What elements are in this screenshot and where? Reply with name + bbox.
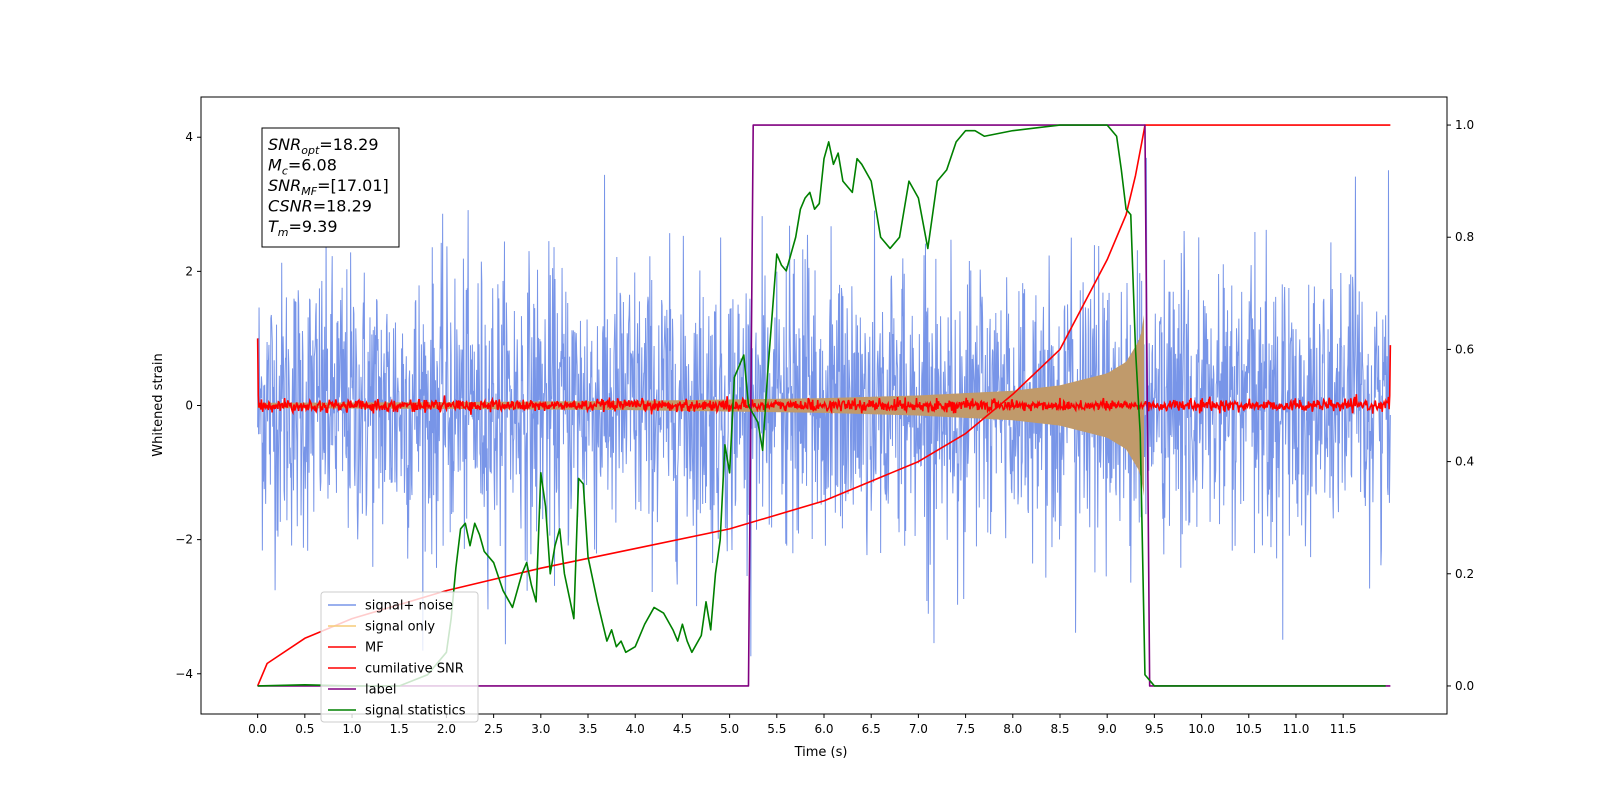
x-tick-label: 1.5	[390, 722, 409, 736]
y-right-tick-label: 0.8	[1455, 230, 1474, 244]
legend-label: label	[365, 683, 396, 698]
annotation-line: SNRopt=18.29	[268, 135, 379, 157]
annotation-box	[261, 127, 400, 248]
y-right-tick-label: 0.2	[1455, 567, 1474, 581]
x-tick-label: 5.0	[720, 722, 739, 736]
x-tick-label: 10.5	[1235, 722, 1262, 736]
y-left-tick-label: 2	[185, 264, 193, 278]
x-axis-label: Time (s)	[794, 745, 848, 760]
annotation-line: SNRMF=[17.01]	[268, 176, 389, 198]
annotation-line: CSNR=18.29	[268, 197, 372, 216]
signal-only-fill	[257, 314, 1144, 497]
legend-label: signal only	[365, 620, 435, 635]
y-right-tick-label: 0.6	[1455, 342, 1474, 356]
legend-label: signal+ noise	[365, 599, 453, 614]
x-tick-label: 8.0	[1003, 722, 1022, 736]
x-tick-label: 7.0	[909, 722, 928, 736]
x-tick-label: 4.5	[673, 722, 692, 736]
x-tick-label: 1.0	[342, 722, 361, 736]
signal-only-series	[257, 314, 1144, 497]
y-right-tick-label: 1.0	[1455, 118, 1474, 132]
legend-box	[320, 591, 479, 723]
x-tick-label: 0.0	[248, 722, 267, 736]
annotation-line: Tm=9.39	[268, 217, 338, 239]
x-tick-label: 3.0	[531, 722, 550, 736]
y-left-tick-label: −4	[175, 667, 193, 681]
mf-series	[256, 338, 1392, 416]
x-tick-label: 7.5	[956, 722, 975, 736]
stats-annotation: SNRopt=18.29Mc=6.08SNRMF=[17.01]CSNR=18.…	[261, 127, 400, 248]
legend-label: MF	[365, 641, 384, 656]
y-axis-right: 0.0 0.2 0.4 0.6 0.8 1.0	[1447, 118, 1474, 693]
x-tick-label: 6.5	[862, 722, 881, 736]
x-tick-label: 11.0	[1283, 722, 1310, 736]
y-left-tick-label: 4	[185, 130, 193, 144]
signal-statistics-line	[257, 124, 1386, 687]
x-tick-label: 9.5	[1145, 722, 1164, 736]
x-axis: 0.0 0.5 1.0 1.5 2.0 2.5 3.0 3.5 4.0 4.5 5.0 5.5 6.0 6…	[248, 714, 1357, 736]
x-tick-label: 2.0	[437, 722, 456, 736]
x-tick-label: 5.5	[767, 722, 786, 736]
y-axis-left: −4 −2 0 2 4	[175, 130, 201, 681]
legend-label: cumilative SNR	[365, 662, 464, 677]
legend: signal+ noise signal only MF cumilative SNR…	[320, 591, 479, 723]
x-tick-label: 8.5	[1050, 722, 1069, 736]
y-right-tick-label: 0.0	[1455, 679, 1474, 693]
y-left-tick-label: −2	[175, 533, 193, 547]
mf-line	[256, 338, 1392, 416]
x-tick-label: 11.5	[1330, 722, 1357, 736]
x-tick-label: 3.5	[578, 722, 597, 736]
y-axis-label: Whitened strain	[151, 353, 166, 456]
y-left-tick-label: 0	[185, 399, 193, 413]
x-tick-label: 10.0	[1188, 722, 1215, 736]
y-right-tick-label: 0.4	[1455, 455, 1474, 469]
x-tick-label: 9.0	[1098, 722, 1117, 736]
x-tick-label: 0.5	[295, 722, 314, 736]
annotation-line: Mc=6.08	[268, 156, 337, 178]
legend-label: signal statistics	[365, 704, 466, 719]
x-tick-label: 4.0	[626, 722, 645, 736]
x-tick-label: 2.5	[484, 722, 503, 736]
x-tick-label: 6.0	[814, 722, 833, 736]
